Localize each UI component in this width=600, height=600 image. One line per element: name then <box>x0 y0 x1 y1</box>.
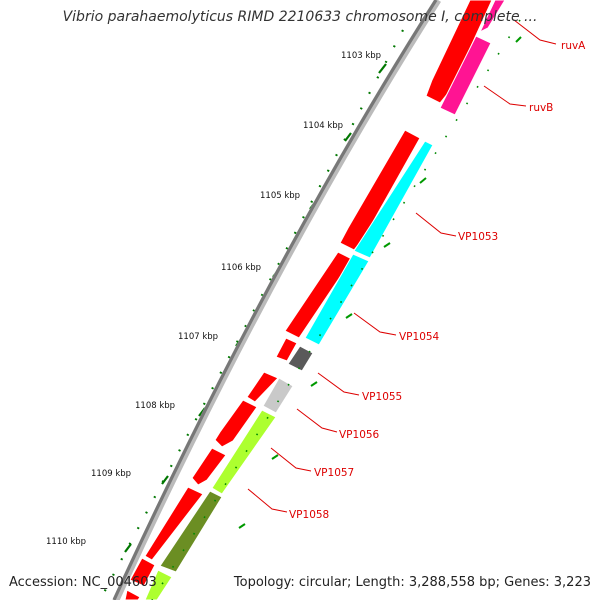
accession-text: Accession: NC_004603 <box>9 575 157 590</box>
vp1058-feature <box>159 490 223 573</box>
gene-feature-arrow <box>425 0 493 104</box>
gene-label-vp1057: VP1057 <box>314 467 354 479</box>
leader-vp1053 <box>415 212 457 237</box>
leader-vp1054 <box>353 312 397 336</box>
inner-tick-mark <box>238 523 246 529</box>
gene-feature-arrow <box>124 589 141 600</box>
tick-label: 1104 kbp <box>303 121 343 131</box>
inner-tick-mark <box>515 36 522 43</box>
gene-label-vp1055: VP1055 <box>362 391 402 403</box>
gene-label-vp1053: VP1053 <box>458 231 498 243</box>
gene-label-ruvA: ruvA <box>561 40 586 52</box>
gene-labels: ruvA ruvB VP1053 VP1054 VP1055 VP1056 VP… <box>289 40 586 521</box>
ruvB-feature <box>439 35 492 116</box>
gene-feature-arrow <box>129 557 156 587</box>
reverse-strand-genes <box>144 0 506 600</box>
gene-feature-arrow <box>144 486 204 561</box>
tick-label: 1105 kbp <box>260 191 300 201</box>
genome-summary-text: Topology: circular; Length: 3,288,558 bp… <box>233 575 591 590</box>
leader-ruvA <box>513 19 557 45</box>
leader-ruvB <box>483 85 527 107</box>
gene-feature-arrow <box>191 447 227 486</box>
leader-vp1056 <box>296 408 338 433</box>
backbone-line <box>112 0 438 600</box>
gene-feature-arrow <box>275 337 298 362</box>
inner-tick-mark <box>419 177 427 184</box>
backbone <box>112 0 441 600</box>
gene-feature-arrow <box>284 251 353 339</box>
tick-label: 1108 kbp <box>135 401 175 411</box>
ruvA-feature <box>478 0 506 34</box>
label-leaders <box>247 19 557 513</box>
inner-tick-mark <box>310 381 318 387</box>
gene-feature-arrow <box>339 129 421 251</box>
vp1054-feature <box>304 253 370 346</box>
vp1056-feature <box>262 377 294 414</box>
major-tick-mark <box>344 132 352 142</box>
tick-label: 1110 kbp <box>46 537 86 547</box>
major-tick-mark <box>124 543 132 553</box>
inner-tick-mark <box>271 454 279 460</box>
inner-tick-mark <box>383 242 391 248</box>
tick-label: 1106 kbp <box>221 263 261 273</box>
gene-label-ruvB: ruvB <box>529 102 553 114</box>
map-title: Vibrio parahaemolyticus RIMD 2210633 chr… <box>62 9 538 25</box>
gene-label-vp1054: VP1054 <box>399 331 440 343</box>
gene-feature-arrow <box>214 399 258 448</box>
forward-strand-genes <box>124 0 493 600</box>
leader-vp1055 <box>317 372 360 396</box>
tick-label: 1107 kbp <box>178 332 218 342</box>
scale-tick-labels: 1103 kbp 1104 kbp 1105 kbp 1106 kbp 1107… <box>46 51 381 547</box>
major-tick-mark <box>378 63 387 74</box>
gene-feature-arrow <box>246 371 279 403</box>
leader-vp1058 <box>247 488 288 513</box>
backbone-shadow <box>112 0 441 600</box>
vp1055-feature <box>287 345 314 372</box>
tick-label: 1109 kbp <box>91 469 131 479</box>
gene-label-vp1056: VP1056 <box>339 429 380 441</box>
gene-label-vp1058: VP1058 <box>289 509 329 521</box>
gene-feature-partial <box>144 569 173 600</box>
inner-ruler <box>151 19 522 600</box>
tick-label: 1103 kbp <box>341 51 381 61</box>
major-tick-mark <box>161 475 169 485</box>
vp1057-feature <box>211 409 277 495</box>
vp1053-feature <box>353 140 434 259</box>
inner-tick-mark <box>345 313 353 319</box>
leader-vp1057 <box>270 447 312 472</box>
